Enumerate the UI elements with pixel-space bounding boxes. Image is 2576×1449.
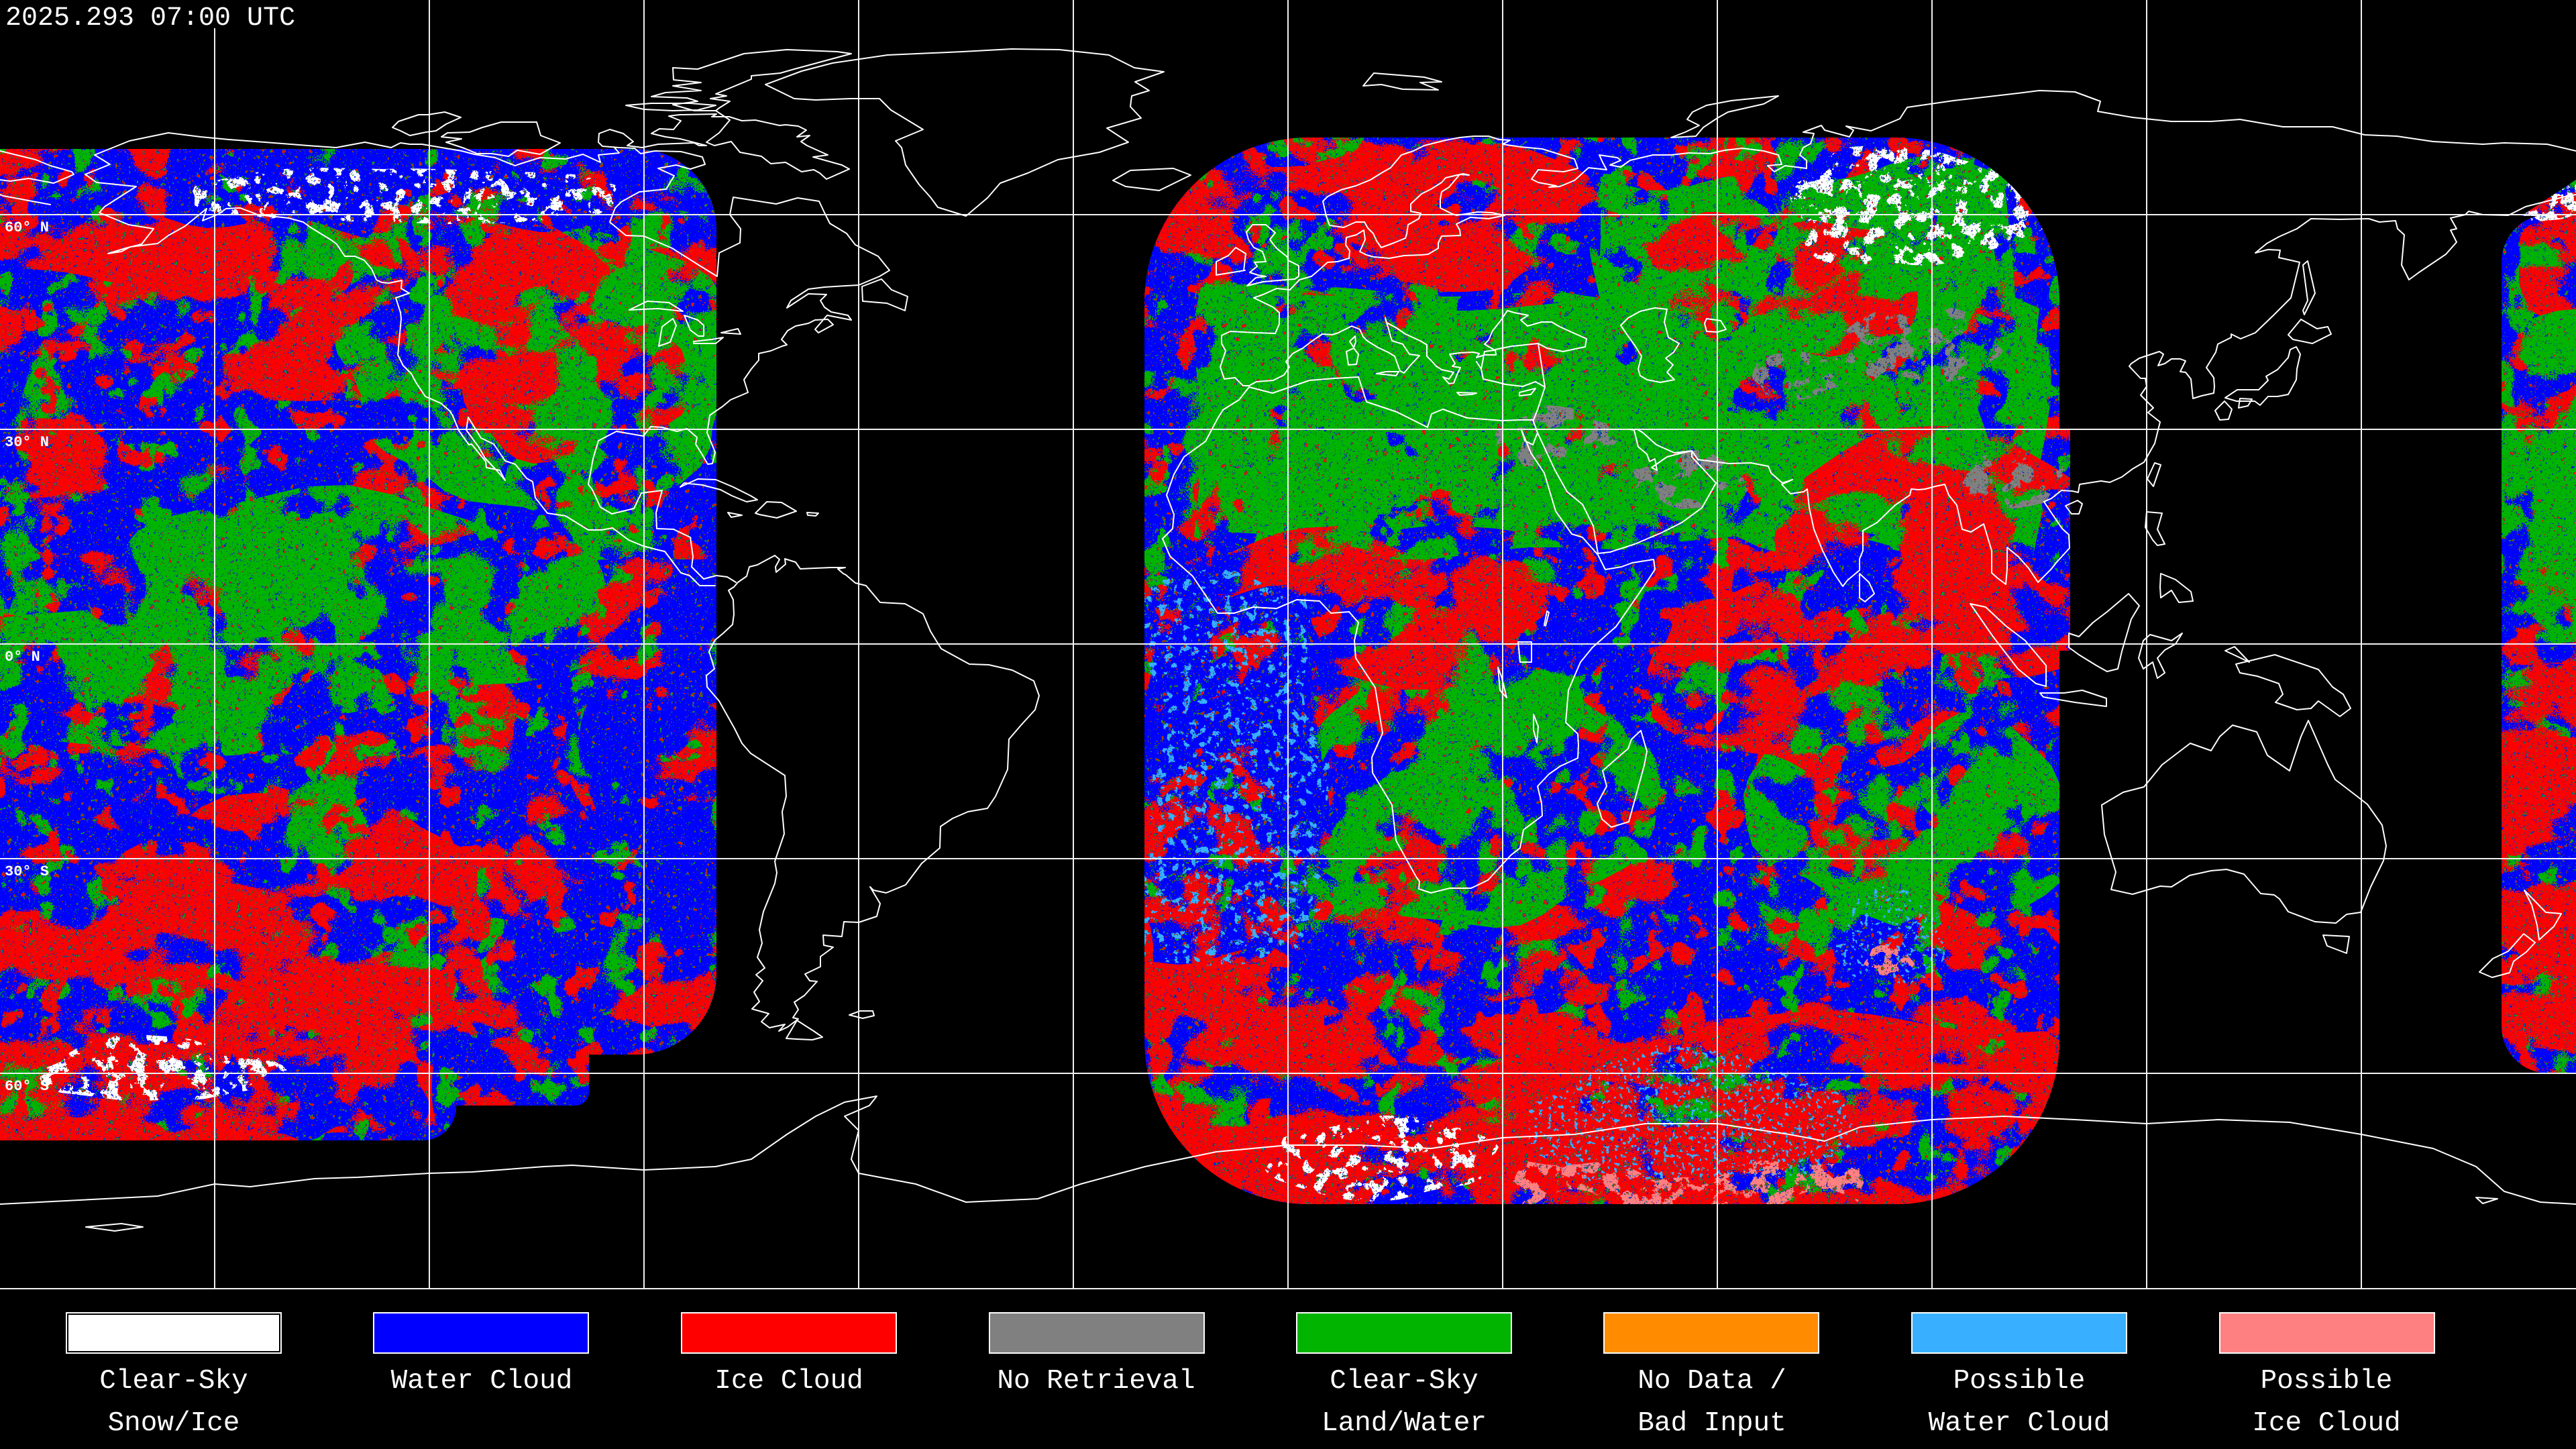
- svg-text:Clear-Sky: Clear-Sky: [99, 1366, 248, 1397]
- svg-text:60° S: 60° S: [5, 1078, 49, 1095]
- svg-text:Water Cloud: Water Cloud: [1929, 1408, 2110, 1439]
- svg-text:Water Cloud: Water Cloud: [391, 1366, 573, 1397]
- svg-text:Land/Water: Land/Water: [1322, 1408, 1487, 1439]
- svg-text:No Data /: No Data /: [1638, 1366, 1786, 1397]
- svg-text:Ice Cloud: Ice Cloud: [2252, 1408, 2400, 1439]
- svg-text:Possible: Possible: [1953, 1366, 2086, 1397]
- svg-text:30° S: 30° S: [5, 863, 49, 880]
- svg-text:Snow/Ice: Snow/Ice: [108, 1408, 240, 1439]
- svg-text:30° N: 30° N: [5, 434, 49, 451]
- svg-text:0° N: 0° N: [5, 649, 40, 665]
- svg-text:Ice Cloud: Ice Cloud: [714, 1366, 863, 1397]
- svg-text:Bad Input: Bad Input: [1638, 1408, 1786, 1439]
- svg-text:60° N: 60° N: [5, 219, 49, 236]
- svg-text:Clear-Sky: Clear-Sky: [1330, 1366, 1478, 1397]
- svg-text:2025.293 07:00 UTC: 2025.293 07:00 UTC: [5, 3, 295, 34]
- svg-text:No Retrieval: No Retrieval: [997, 1366, 1195, 1397]
- svg-text:Possible: Possible: [2261, 1366, 2393, 1397]
